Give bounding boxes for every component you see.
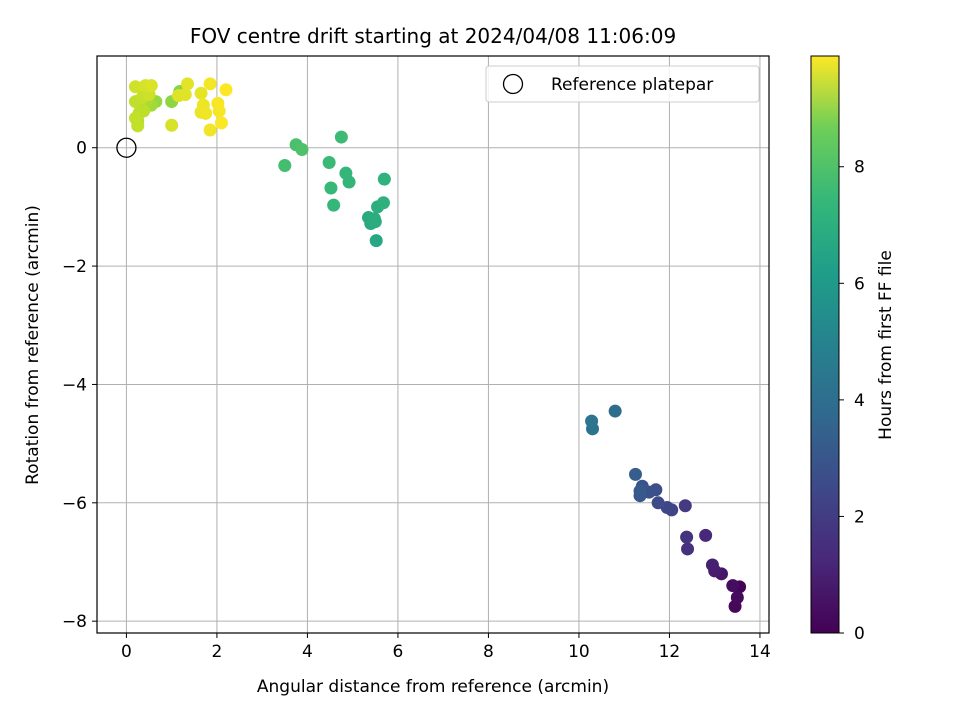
legend-entry-reference: Reference platepar — [551, 75, 713, 95]
x-tick-label: 12 — [659, 642, 681, 662]
data-point — [324, 181, 338, 195]
data-point — [194, 86, 208, 100]
data-point — [131, 119, 145, 133]
x-tick-label: 10 — [568, 642, 590, 662]
legend-marker-circle — [502, 73, 524, 95]
y-tick-label: −2 — [62, 257, 87, 277]
data-point — [219, 83, 233, 97]
y-tick-label: −6 — [62, 494, 87, 514]
data-point — [705, 558, 719, 572]
data-point — [633, 484, 647, 498]
data-point — [585, 414, 599, 428]
data-point — [212, 104, 226, 118]
plot-frame — [96, 55, 770, 634]
x-tick-label: 2 — [212, 642, 223, 662]
x-axis-ticks: 0 2 4 6 8 10 12 14 — [121, 633, 771, 662]
data-point — [322, 156, 336, 170]
x-tick-label: 0 — [121, 642, 132, 662]
data-point — [377, 172, 391, 186]
data-point — [369, 234, 383, 248]
data-point — [730, 590, 744, 604]
grid-lines — [97, 56, 769, 633]
chart-title: FOV centre drift starting at 2024/04/08 … — [190, 24, 676, 48]
reference-platepar-marker — [116, 137, 137, 158]
colorbar-tick-label: 8 — [854, 158, 865, 178]
data-point — [680, 530, 694, 544]
colorbar-ticks: 0 2 4 6 8 — [839, 158, 865, 644]
data-point — [339, 166, 353, 180]
data-point — [334, 130, 348, 144]
y-tick-label: 0 — [76, 139, 87, 159]
x-tick-label: 14 — [749, 642, 771, 662]
data-point — [651, 496, 665, 510]
data-point — [165, 118, 179, 132]
colorbar-tick-label: 6 — [854, 274, 865, 294]
reference-marker — [116, 137, 137, 158]
data-point — [144, 79, 158, 93]
data-point — [203, 77, 217, 91]
legend: Reference platepar — [485, 65, 760, 103]
y-axis-label: Rotation from reference (arcmin) — [23, 205, 43, 485]
data-point — [128, 80, 142, 94]
data-point — [699, 528, 713, 542]
colorbar-gradient — [810, 55, 840, 634]
data-point — [629, 467, 643, 481]
x-tick-label: 4 — [302, 642, 313, 662]
legend-box — [485, 65, 760, 103]
data-point — [295, 143, 309, 157]
colorbar-label: Hours from first FF file — [876, 250, 896, 440]
x-tick-label: 8 — [483, 642, 494, 662]
data-point — [214, 116, 228, 130]
data-point — [608, 404, 622, 418]
colorbar-tick-label: 4 — [854, 391, 865, 411]
data-point — [178, 87, 192, 101]
colorbar: 0 2 4 6 8 Hours from first FF file — [810, 55, 896, 644]
data-point — [368, 215, 382, 229]
data-point — [199, 106, 213, 120]
data-point — [678, 499, 692, 513]
data-point — [203, 123, 217, 137]
y-tick-label: −4 — [62, 375, 87, 395]
data-points — [128, 77, 747, 613]
data-point — [327, 198, 341, 212]
data-point — [181, 77, 195, 91]
x-axis-label: Angular distance from reference (arcmin) — [257, 677, 609, 697]
colorbar-tick-label: 2 — [854, 507, 865, 527]
y-axis-ticks: 0 −2 −4 −6 −8 — [62, 139, 97, 632]
data-point — [726, 579, 740, 593]
colorbar-tick-label: 0 — [854, 624, 865, 644]
data-point — [681, 542, 695, 556]
y-tick-label: −8 — [62, 612, 87, 632]
data-point — [278, 158, 292, 172]
x-tick-label: 6 — [393, 642, 404, 662]
data-point — [376, 196, 390, 210]
